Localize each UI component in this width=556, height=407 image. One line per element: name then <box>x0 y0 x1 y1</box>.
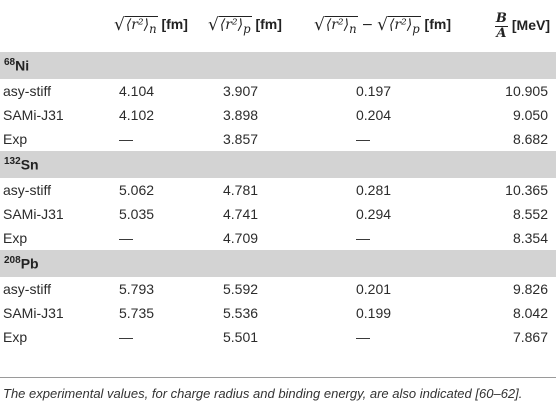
header-skin-thickness: √⟨r²⟩n − √⟨r²⟩p [fm] <box>314 15 451 36</box>
table-row: Exp — 5.501 — 7.867 <box>0 325 556 349</box>
proton-radius-cell: 4.781 <box>223 182 259 198</box>
section-row: 132Sn <box>0 151 556 178</box>
nucleus-label: 132Sn <box>0 151 556 178</box>
header-row: √⟨r²⟩n [fm] √⟨r²⟩p [fm] √⟨r²⟩n − √⟨r²⟩p … <box>0 0 556 52</box>
proton-radius-cell: 4.741 <box>223 206 259 222</box>
header-blank <box>0 0 88 52</box>
skin-cell: 0.197 <box>356 83 392 99</box>
section-row: 68Ni <box>0 52 556 79</box>
results-table: √⟨r²⟩n [fm] √⟨r²⟩p [fm] √⟨r²⟩n − √⟨r²⟩p … <box>0 0 556 349</box>
proton-radius-cell: 4.709 <box>223 230 259 246</box>
row-label: asy-stiff <box>3 281 51 297</box>
mass-number: 208 <box>4 255 21 267</box>
table-row: SAMi-J31 5.735 5.536 0.199 8.042 <box>0 301 556 325</box>
skin-cell: 0.199 <box>356 305 392 321</box>
element-symbol: Sn <box>20 156 39 173</box>
binding-energy-cell: 10.905 <box>505 83 548 99</box>
skin-cell: — <box>356 329 370 345</box>
header-binding-energy: B A [MeV] <box>494 10 550 41</box>
row-label: asy-stiff <box>3 83 51 99</box>
binding-energy-cell: 8.354 <box>512 230 548 246</box>
table-row: Exp — 4.709 — 8.354 <box>0 226 556 250</box>
neutron-radius-cell: 4.102 <box>119 107 155 123</box>
skin-cell: 0.281 <box>356 182 392 198</box>
table-body: 68Ni asy-stiff 4.104 3.907 0.197 10.905 SAMi-J… <box>0 52 556 349</box>
element-symbol: Ni <box>15 57 30 74</box>
header-proton-radius: √⟨r²⟩p [fm] <box>208 15 282 36</box>
section-row: 208Pb <box>0 250 556 277</box>
proton-radius-cell: 3.907 <box>223 83 259 99</box>
mass-number: 132 <box>4 156 21 168</box>
neutron-radius-cell: 5.035 <box>119 206 155 222</box>
nucleus-label: 68Ni <box>0 52 556 79</box>
table-row: asy-stiff 5.793 5.592 0.201 9.826 <box>0 277 556 301</box>
neutron-radius-cell: — <box>119 329 133 345</box>
row-label: SAMi-J31 <box>3 206 64 222</box>
element-symbol: Pb <box>20 255 39 272</box>
table-bottom-rule <box>0 377 556 378</box>
binding-energy-cell: 7.867 <box>512 329 548 345</box>
row-label: Exp <box>3 329 28 345</box>
nucleus-label: 208Pb <box>0 250 556 277</box>
skin-cell: 0.204 <box>356 107 392 123</box>
proton-radius-cell: 5.536 <box>223 305 259 321</box>
row-label: SAMi-J31 <box>3 305 64 321</box>
binding-energy-cell: 9.050 <box>512 107 548 123</box>
skin-cell: 0.201 <box>356 281 392 297</box>
neutron-radius-cell: — <box>119 230 133 246</box>
proton-radius-cell: 5.501 <box>223 329 259 345</box>
proton-radius-cell: 3.898 <box>223 107 259 123</box>
neutron-radius-cell: 4.104 <box>119 83 155 99</box>
table-row: asy-stiff 5.062 4.781 0.281 10.365 <box>0 178 556 202</box>
neutron-radius-cell: 5.735 <box>119 305 155 321</box>
skin-cell: — <box>356 230 370 246</box>
mass-number: 68 <box>4 57 16 69</box>
row-label: Exp <box>3 131 28 147</box>
table-row: Exp — 3.857 — 8.682 <box>0 127 556 151</box>
binding-energy-cell: 10.365 <box>505 182 548 198</box>
neutron-radius-cell: — <box>119 131 133 147</box>
proton-radius-cell: 3.857 <box>223 131 259 147</box>
proton-radius-cell: 5.592 <box>223 281 259 297</box>
table-row: SAMi-J31 4.102 3.898 0.204 9.050 <box>0 103 556 127</box>
citation-link[interactable]: 60–62 <box>479 386 516 401</box>
neutron-radius-cell: 5.793 <box>119 281 155 297</box>
row-label: asy-stiff <box>3 182 51 198</box>
binding-energy-cell: 9.826 <box>512 281 548 297</box>
skin-cell: — <box>356 131 370 147</box>
table-row: SAMi-J31 5.035 4.741 0.294 8.552 <box>0 202 556 226</box>
header-neutron-radius: √⟨r²⟩n [fm] <box>114 15 188 36</box>
neutron-radius-cell: 5.062 <box>119 182 155 198</box>
table-row: asy-stiff 4.104 3.907 0.197 10.905 <box>0 79 556 103</box>
row-label: SAMi-J31 <box>3 107 64 123</box>
row-label: Exp <box>3 230 28 246</box>
binding-energy-cell: 8.682 <box>512 131 548 147</box>
binding-energy-cell: 8.552 <box>512 206 548 222</box>
binding-energy-cell: 8.042 <box>512 305 548 321</box>
skin-cell: 0.294 <box>356 206 392 222</box>
table-footnote: The experimental values, for charge radi… <box>3 386 523 401</box>
